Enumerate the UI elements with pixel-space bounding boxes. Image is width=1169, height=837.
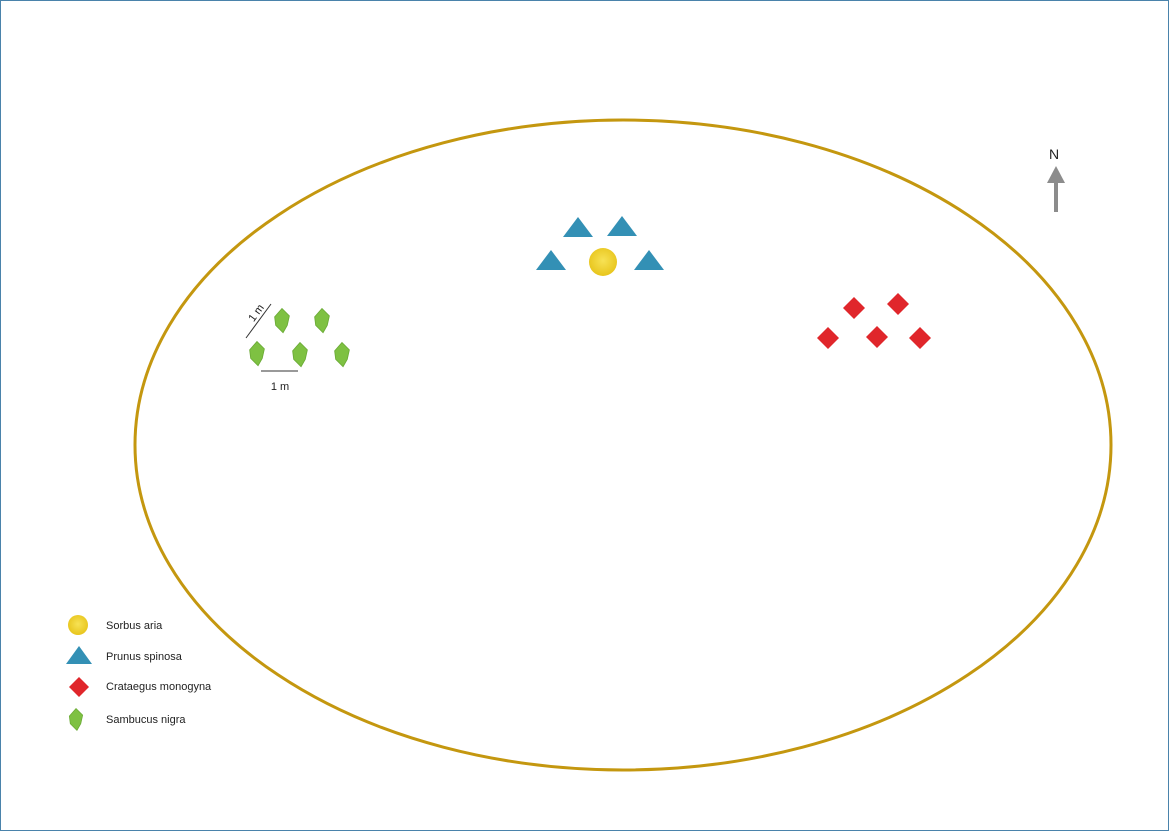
prunus-triangle-icon bbox=[536, 250, 566, 270]
sambucus-leaf-icon bbox=[334, 341, 350, 368]
scale-diagonal-line bbox=[245, 303, 272, 339]
sambucus-nigra-cluster bbox=[249, 307, 350, 368]
north-arrow-shaft bbox=[1054, 182, 1058, 212]
sambucus-leaf-icon bbox=[292, 341, 308, 368]
sambucus-leaf-icon bbox=[68, 708, 84, 731]
prunus-triangle-icon bbox=[607, 216, 637, 236]
crataegus-monogyna-cluster bbox=[817, 293, 931, 349]
prunus-spinosa-cluster bbox=[536, 216, 664, 270]
prunus-triangle-icon bbox=[66, 646, 92, 664]
sambucus-leaf-icon bbox=[274, 307, 290, 334]
north-arrow-icon bbox=[1047, 166, 1065, 183]
legend: Sorbus aria Prunus spinosa Crataegus mon… bbox=[66, 615, 212, 731]
sambucus-leaf-icon bbox=[249, 340, 265, 367]
legend-item-prunus-spinosa: Prunus spinosa bbox=[66, 646, 183, 664]
legend-label: Crataegus monogyna bbox=[106, 681, 212, 693]
crataegus-diamond-icon bbox=[69, 677, 89, 697]
site-boundary-ellipse bbox=[133, 118, 1113, 772]
north-label: N bbox=[1049, 146, 1059, 162]
prunus-triangle-icon bbox=[634, 250, 664, 270]
legend-item-sorbus-aria: Sorbus aria bbox=[68, 615, 163, 635]
crataegus-diamond-icon bbox=[887, 293, 909, 315]
legend-item-sambucus-nigra: Sambucus nigra bbox=[68, 708, 186, 731]
crataegus-diamond-icon bbox=[817, 327, 839, 349]
legend-label: Prunus spinosa bbox=[106, 651, 183, 663]
scale-horizontal-label: 1 m bbox=[271, 381, 289, 393]
prunus-triangle-icon bbox=[563, 217, 593, 237]
crataegus-diamond-icon bbox=[843, 297, 865, 319]
legend-label: Sorbus aria bbox=[106, 620, 163, 632]
legend-label: Sambucus nigra bbox=[106, 714, 186, 726]
crataegus-diamond-icon bbox=[866, 326, 888, 348]
sambucus-leaf-icon bbox=[314, 307, 330, 334]
north-arrow: N bbox=[1047, 146, 1065, 212]
legend-item-crataegus-monogyna: Crataegus monogyna bbox=[69, 677, 212, 697]
crataegus-diamond-icon bbox=[909, 327, 931, 349]
sorbus-circle-icon bbox=[68, 615, 88, 635]
scale-diagonal-label: 1 m bbox=[246, 302, 266, 324]
sorbus-circle-icon bbox=[589, 248, 617, 276]
